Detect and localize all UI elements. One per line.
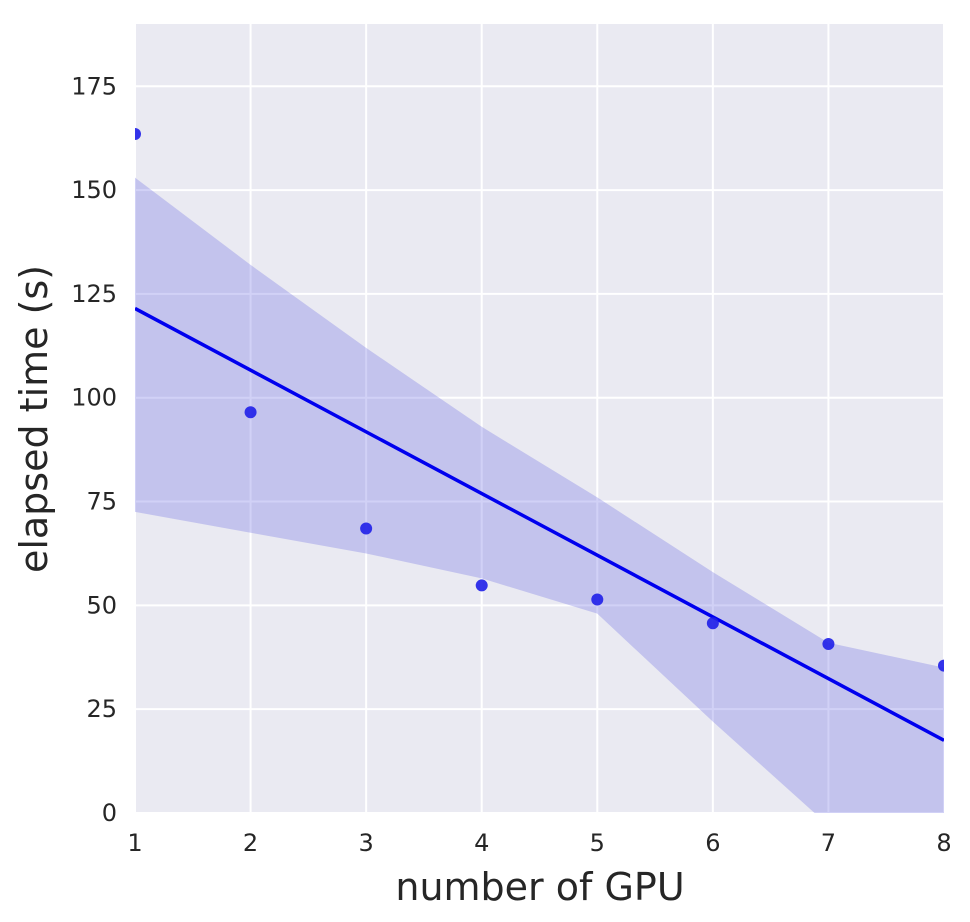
y-tick-label: 0 (102, 799, 117, 827)
data-point (244, 406, 257, 419)
confidence-band (135, 177, 944, 813)
plot-background (135, 24, 944, 813)
x-tick-labels: 1 2 3 4 5 6 7 8 (127, 829, 951, 857)
regression-line (135, 306, 944, 742)
x-tick-label: 8 (936, 829, 951, 857)
data-point (706, 617, 719, 630)
y-tick-label: 75 (86, 488, 117, 516)
y-axis-label: elapsed time (s) (12, 265, 56, 573)
data-point (938, 659, 944, 672)
x-tick-label: 5 (590, 829, 605, 857)
data-point (591, 593, 604, 606)
y-tick-label: 50 (86, 591, 117, 619)
x-axis-label: number of GPU (395, 865, 684, 909)
y-tick-label: 175 (71, 72, 117, 100)
y-tick-labels: 0 25 50 75 100 125 150 175 (71, 72, 117, 827)
y-tick-label: 25 (86, 695, 117, 723)
x-tick-label: 6 (705, 829, 720, 857)
x-tick-label: 4 (474, 829, 489, 857)
grid-lines (134, 24, 945, 814)
x-tick-label: 7 (821, 829, 836, 857)
data-point (360, 522, 373, 535)
regression-line-layer (135, 306, 944, 742)
x-tick-label: 1 (127, 829, 142, 857)
y-tick-label: 125 (71, 280, 117, 308)
y-tick-label: 100 (71, 384, 117, 412)
x-tick-label: 3 (359, 829, 374, 857)
x-tick-label: 2 (243, 829, 258, 857)
y-tick-label: 150 (71, 176, 117, 204)
data-point (135, 128, 141, 141)
data-point (822, 637, 835, 650)
data-point (475, 579, 488, 592)
data-points (135, 128, 944, 672)
confidence-band-layer (135, 177, 944, 813)
